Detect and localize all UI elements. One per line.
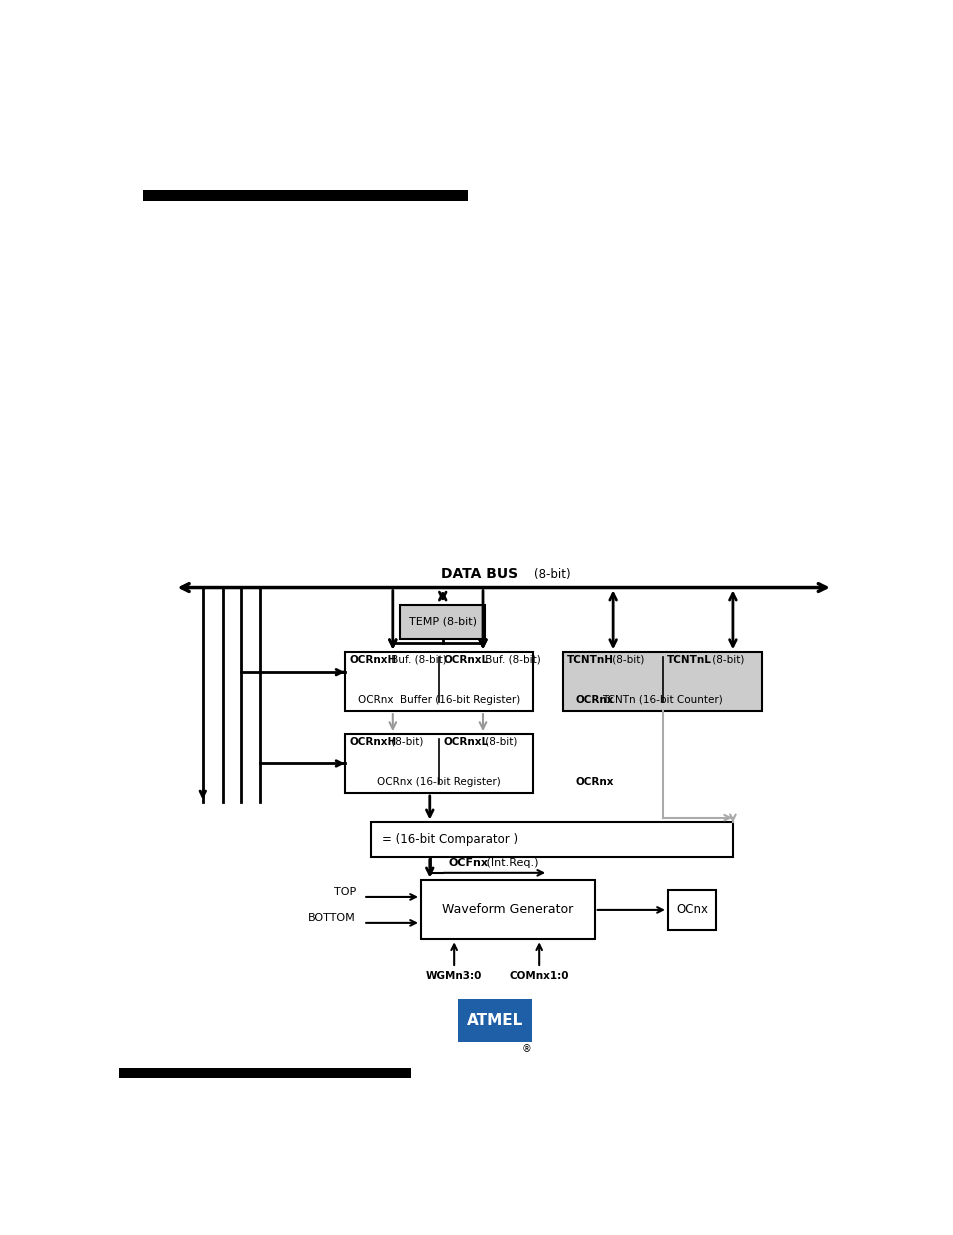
Text: OCRnxL: OCRnxL: [443, 736, 488, 747]
Text: WGMn3:0: WGMn3:0: [426, 971, 482, 981]
Bar: [667, 890, 715, 930]
Text: OCRnx: OCRnx: [575, 695, 614, 705]
Bar: [457, 999, 531, 1042]
Text: OCRnx (16-bit Register): OCRnx (16-bit Register): [376, 777, 500, 787]
Text: OCRnxL: OCRnxL: [443, 655, 488, 664]
Text: TCNTnH: TCNTnH: [567, 655, 614, 664]
Bar: [119, 1068, 411, 1078]
Text: Waveform Generator: Waveform Generator: [441, 904, 573, 916]
Text: Buf. (8-bit): Buf. (8-bit): [481, 655, 540, 664]
Text: TEMP (8-bit): TEMP (8-bit): [408, 616, 476, 627]
Bar: [370, 823, 732, 857]
Text: BOTTOM: BOTTOM: [308, 913, 355, 923]
Text: Buf. (8-bit): Buf. (8-bit): [387, 655, 446, 664]
Text: DATA BUS: DATA BUS: [441, 567, 518, 582]
Text: COMnx1:0: COMnx1:0: [509, 971, 568, 981]
Text: TCNTnL: TCNTnL: [666, 655, 711, 664]
Text: (8-bit): (8-bit): [534, 568, 570, 580]
Text: (8-bit): (8-bit): [708, 655, 743, 664]
Text: OCRnxH: OCRnxH: [349, 736, 396, 747]
Text: (8-bit): (8-bit): [387, 736, 422, 747]
Bar: [344, 734, 533, 793]
Text: ATMEL: ATMEL: [466, 1013, 522, 1029]
Text: (8-bit): (8-bit): [608, 655, 643, 664]
Bar: [344, 652, 533, 711]
Text: (8-bit): (8-bit): [481, 736, 517, 747]
Text: OCnx: OCnx: [675, 904, 707, 916]
Text: TCNTn (16-bit Counter): TCNTn (16-bit Counter): [601, 695, 722, 705]
Text: OCRnxH: OCRnxH: [349, 655, 396, 664]
Bar: [562, 652, 761, 711]
Text: OCRnx  Buffer (16-bit Register): OCRnx Buffer (16-bit Register): [357, 695, 519, 705]
Text: OCRnx: OCRnx: [575, 777, 614, 787]
Text: OCFnx: OCFnx: [448, 858, 488, 868]
Text: TOP: TOP: [334, 887, 355, 897]
Text: ®: ®: [521, 1044, 531, 1053]
Bar: [400, 605, 485, 638]
Bar: [143, 190, 468, 200]
Bar: [420, 881, 594, 940]
Text: = (16-bit Comparator ): = (16-bit Comparator ): [381, 834, 517, 846]
Text: (Int.Req.): (Int.Req.): [482, 858, 537, 868]
